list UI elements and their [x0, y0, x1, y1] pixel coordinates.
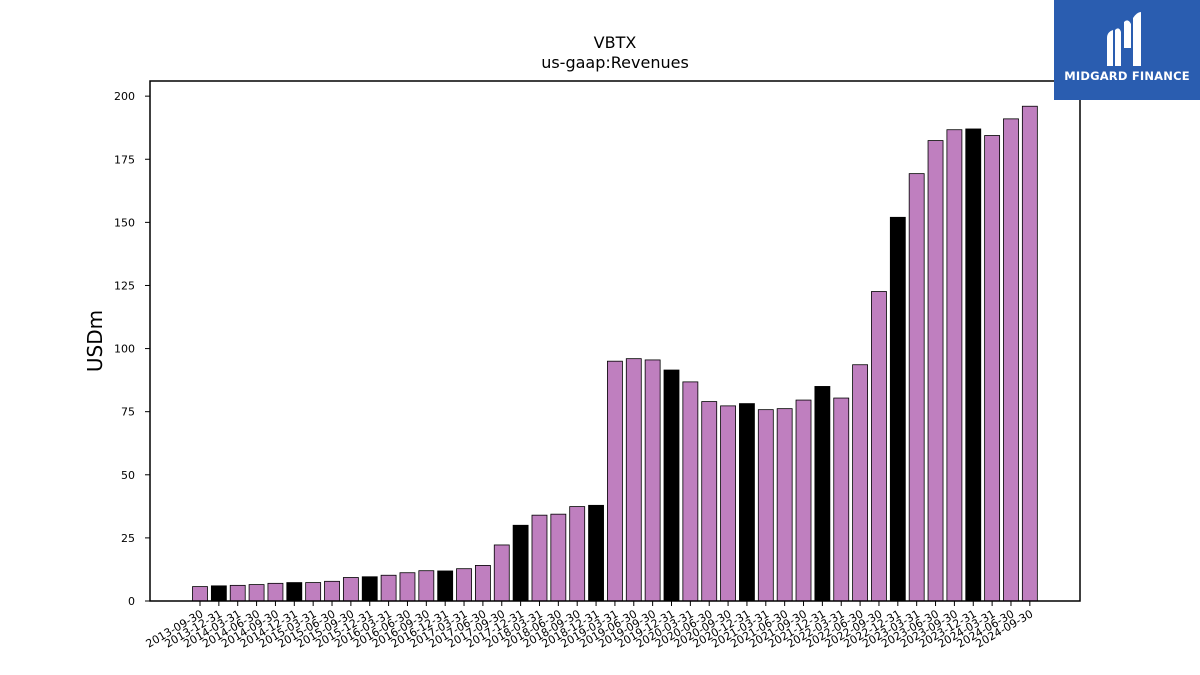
bar-2013-12-31	[210, 585, 227, 602]
chart-subtitle: us-gaap:Revenues	[541, 53, 689, 72]
bar-2015-06-30	[324, 580, 340, 602]
bar-2018-12-31	[588, 504, 604, 602]
bar-2018-09-30	[569, 506, 586, 602]
bar-2019-09-30	[644, 359, 661, 602]
brand-name: MIDGARD FINANCE	[1064, 69, 1190, 83]
bar-2016-12-31	[437, 570, 454, 602]
bar-2014-12-31	[286, 582, 303, 602]
y-tick-label: 50	[121, 469, 135, 482]
bar-2014-06-30	[248, 584, 265, 602]
midgard-logo-icon	[1107, 12, 1141, 66]
bar-2015-12-31	[361, 576, 378, 602]
bar-2021-03-31	[757, 409, 774, 602]
bars-group	[192, 105, 1038, 602]
bar-2022-09-30	[871, 291, 887, 602]
bar-2017-03-31	[456, 568, 472, 602]
bar-2019-03-31	[607, 360, 623, 602]
chart-title: VBTX	[594, 33, 637, 52]
x-axis-ticks: 2013-09-302013-12-312014-03-312014-06-30…	[144, 601, 1035, 651]
bar-2022-06-30	[852, 364, 868, 602]
bar-2018-06-30	[550, 513, 567, 602]
plot-frame	[149, 80, 1081, 602]
bar-2013-09-30	[192, 586, 208, 602]
y-axis-label: USDm	[83, 310, 107, 372]
bar-2024-06-30	[1003, 118, 1019, 602]
y-tick-label: 150	[114, 216, 135, 229]
y-axis-ticks: 0 25 50 75 100 125 150 175 200	[114, 90, 150, 608]
bar-2023-09-30	[946, 129, 963, 602]
bar-2020-12-31	[739, 403, 755, 602]
y-tick-label: 75	[121, 406, 135, 419]
y-tick-label: 175	[114, 153, 135, 166]
bar-2014-03-31	[229, 584, 246, 602]
bar-2015-09-30	[342, 577, 359, 602]
y-tick-label: 100	[114, 343, 135, 356]
bar-2022-12-31	[889, 216, 906, 602]
y-tick-label: 0	[128, 595, 135, 608]
y-tick-label: 125	[114, 279, 135, 292]
brand-logo: MIDGARD FINANCE	[1054, 0, 1200, 100]
bar-2020-06-30	[701, 401, 718, 602]
bar-2019-06-30	[625, 358, 642, 602]
bar-2017-09-30	[493, 544, 510, 602]
bar-2018-03-31	[531, 514, 548, 602]
bar-2016-09-30	[418, 570, 435, 602]
bar-2022-03-31	[833, 397, 850, 602]
y-tick-label: 200	[114, 90, 135, 103]
bar-2014-09-30	[267, 582, 284, 602]
bar-2023-03-31	[908, 173, 925, 602]
bar-2015-03-31	[305, 582, 322, 602]
bar-2020-03-31	[682, 381, 699, 602]
bar-2017-06-30	[474, 565, 491, 602]
bar-2019-12-31	[663, 369, 680, 602]
bar-2023-06-30	[927, 140, 944, 602]
bar-2020-09-30	[720, 405, 736, 602]
bar-2024-03-31	[984, 135, 1001, 602]
bar-2016-06-30	[399, 572, 416, 602]
bar-2016-03-31	[380, 574, 397, 602]
bar-2021-12-31	[814, 386, 831, 602]
bar-2024-09-30	[1021, 105, 1038, 602]
bar-2021-06-30	[776, 408, 793, 602]
y-tick-label: 25	[121, 532, 135, 545]
bar-2021-09-30	[795, 399, 812, 602]
bar-2017-12-31	[512, 524, 529, 602]
bar-2023-12-31	[965, 128, 982, 602]
